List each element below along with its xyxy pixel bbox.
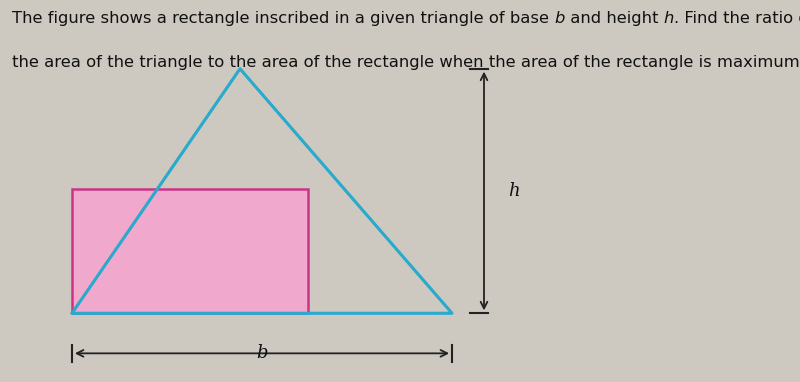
Text: h: h — [663, 11, 674, 26]
Text: and height: and height — [565, 11, 663, 26]
Bar — [72, 189, 308, 313]
Text: . Find the ratio of: . Find the ratio of — [674, 11, 800, 26]
Text: b: b — [554, 11, 565, 26]
Text: h: h — [508, 182, 520, 200]
Text: The figure shows a rectangle inscribed in a given triangle of base: The figure shows a rectangle inscribed i… — [12, 11, 554, 26]
Text: the area of the triangle to the area of the rectangle when the area of the recta: the area of the triangle to the area of … — [12, 55, 800, 70]
Text: b: b — [257, 344, 268, 363]
